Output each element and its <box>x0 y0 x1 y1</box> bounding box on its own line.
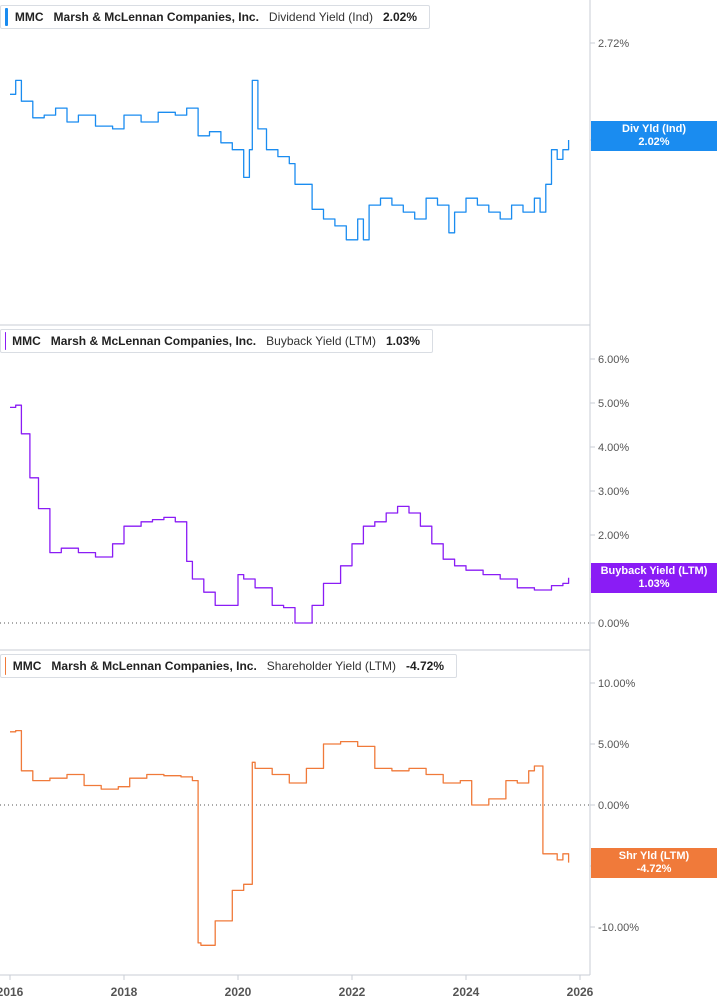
x-tick-label: 2020 <box>225 985 252 999</box>
tag-label: Div Yld (Ind) <box>622 123 686 135</box>
y-tick-label: 2.00% <box>598 530 629 542</box>
y-tick-label: 0.00% <box>598 618 629 630</box>
current-value-tag-dividend: Div Yld (Ind) 2.02% <box>591 121 717 151</box>
tag-value: 1.03% <box>638 578 670 590</box>
current-value-tag-buyback: Buyback Yield (LTM) 1.03% <box>591 563 717 593</box>
current-value-tag-shareholder: Shr Yld (LTM) -4.72% <box>591 848 717 878</box>
x-tick-label: 2026 <box>567 985 594 999</box>
tag-label: Shr Yld (LTM) <box>618 850 690 862</box>
tag-label: Buyback Yield (LTM) <box>600 565 708 577</box>
company-name: Marsh & McLennan Companies, Inc. <box>53 10 259 24</box>
x-tick-label: 2024 <box>453 985 480 999</box>
metric-value: -4.72% <box>405 659 444 673</box>
x-tick-label: 2016 <box>0 985 24 999</box>
company-name: Marsh & McLennan Companies, Inc. <box>50 334 257 348</box>
metric-name: Shareholder Yield (LTM) <box>266 659 396 673</box>
metric-value: 2.02% <box>382 10 417 24</box>
series-color-swatch <box>5 657 6 675</box>
tag-value: -4.72% <box>636 863 672 875</box>
tag-value: 2.02% <box>638 136 670 148</box>
y-tick-label: 5.00% <box>598 739 629 751</box>
series-line <box>10 79 570 241</box>
metric-name: Dividend Yield (Ind) <box>268 10 373 24</box>
y-tick-label: -10.00% <box>598 922 639 934</box>
y-tick-label: 0.00% <box>598 800 629 812</box>
company-name: Marsh & McLennan Companies, Inc. <box>51 659 257 673</box>
legend-buyback-yield: MMC Marsh & McLennan Companies, Inc. Buy… <box>0 329 433 353</box>
y-tick-label: 4.00% <box>598 442 629 454</box>
y-tick-label: 5.00% <box>598 398 629 410</box>
legend-dividend-yield: MMC Marsh & McLennan Companies, Inc. Div… <box>0 5 430 29</box>
x-tick-label: 2022 <box>339 985 366 999</box>
series-line <box>10 404 570 624</box>
y-tick-label: 10.00% <box>598 678 636 690</box>
series-line <box>10 729 570 946</box>
x-tick-label: 2018 <box>111 985 138 999</box>
metric-value: 1.03% <box>385 334 420 348</box>
y-tick-label: 2.72% <box>598 38 629 50</box>
ticker-label: MMC <box>14 10 44 24</box>
y-tick-label: 3.00% <box>598 486 629 498</box>
metric-name: Buyback Yield (LTM) <box>266 334 376 348</box>
y-tick-label: 6.00% <box>598 354 629 366</box>
series-color-swatch <box>5 8 8 26</box>
legend-shareholder-yield: MMC Marsh & McLennan Companies, Inc. Sha… <box>0 654 457 678</box>
ticker-label: MMC <box>12 659 42 673</box>
ticker-label: MMC <box>12 334 41 348</box>
